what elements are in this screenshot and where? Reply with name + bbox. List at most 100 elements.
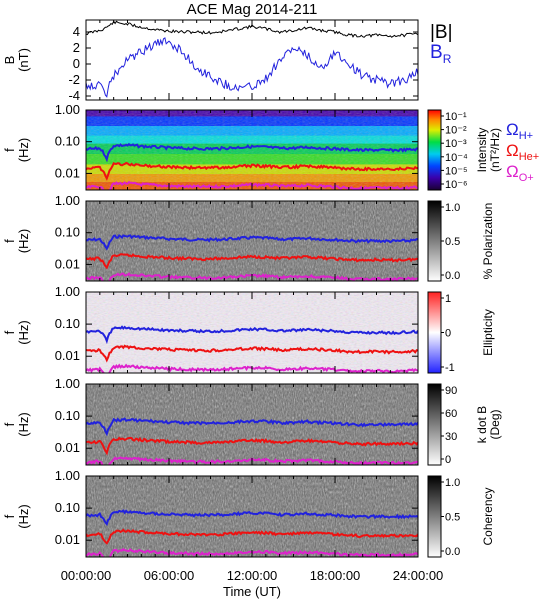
x-tick-label: 12:00:00 <box>227 568 278 583</box>
y-axis-units: (Hz) <box>16 229 31 254</box>
colorbar-tick-label: 10⁻² <box>445 125 467 137</box>
series-omega-h <box>86 509 418 526</box>
legend-omega-o: ΩO+ <box>506 162 534 184</box>
colorbar-tick-label: 10⁻⁵ <box>445 165 468 177</box>
y-axis-label: f <box>2 514 17 518</box>
colorbar-tick-label: 0.5 <box>445 512 460 524</box>
colorbar-units: (Deg) <box>488 409 502 439</box>
y-tick-label: 0.10 <box>55 408 80 423</box>
plot-frame <box>85 19 419 101</box>
x-axis-label: Time (UT) <box>223 584 281 599</box>
y-axis-label: f <box>2 422 17 426</box>
y-tick-label: 1.00 <box>55 468 80 483</box>
y-tick-label: 0.01 <box>55 532 80 547</box>
y-tick-label: 4 <box>73 24 80 39</box>
colorbar-tick-label: 0.5 <box>445 236 460 248</box>
series-omega-he <box>86 253 418 270</box>
spectrogram <box>86 292 418 373</box>
series-omega-he <box>86 344 418 363</box>
colorbar-tick-label: 10⁻¹ <box>445 111 467 123</box>
y-tick-label: 1.00 <box>55 284 80 299</box>
y-axis-label: f <box>2 148 17 152</box>
colorbar-tick-label: -1 <box>445 362 455 374</box>
spectrogram <box>86 476 418 557</box>
y-tick-label: 0.01 <box>55 256 80 271</box>
series-omega-h <box>86 234 418 251</box>
colorbar-tick-label: 10⁻⁴ <box>445 152 468 164</box>
series-omega-h <box>86 142 418 163</box>
colorbar <box>427 383 442 466</box>
colorbar-tick-label: 0.0 <box>445 270 460 282</box>
panel-ellipticity: f (Hz) 1.00 0.10 0.01 1 0 -1 Ellipticity <box>2 284 495 374</box>
colorbar-label: Ellipticity <box>481 309 495 356</box>
spectrogram <box>86 384 418 465</box>
panel-k-dot-b: f (Hz) 1.00 0.10 0.01 90 60 30 0 k dot B (Deg) <box>2 376 502 466</box>
series-omega-he <box>86 528 418 545</box>
series-omega-h <box>86 325 418 345</box>
colorbar-label: k dot B <box>475 406 489 443</box>
y-tick-label: 0.10 <box>55 225 80 240</box>
legend-br: BR <box>430 42 452 66</box>
colorbar-tick-label: 1 <box>445 293 451 305</box>
y-tick-label: 0.01 <box>55 440 80 455</box>
y-axis-label: f <box>2 330 17 334</box>
y-axis-units: (Hz) <box>16 320 31 345</box>
y-tick-label: 1.00 <box>55 376 80 391</box>
colorbar <box>427 200 442 282</box>
colorbar-units: (nT²/Hz) <box>488 128 502 172</box>
legend-omega-h: ΩH+ <box>506 120 533 142</box>
y-tick-label: 0.01 <box>55 348 80 363</box>
colorbar-tick-label: 60 <box>445 408 457 420</box>
colorbar-tick-label: 1.0 <box>445 202 460 214</box>
gyrofrequency-legend: ΩH+ ΩHe+ ΩO+ <box>506 120 539 184</box>
y-axis-units: (nT) <box>16 48 31 72</box>
y-axis-units: (Hz) <box>16 412 31 437</box>
colorbar <box>427 109 442 191</box>
y-tick-label: -2 <box>68 72 80 87</box>
colorbar-tick-label: 0 <box>445 454 451 466</box>
colorbar-tick-label: 90 <box>445 385 457 397</box>
panel-polarization: f (Hz) 1.00 0.10 0.01 1.0 0.5 0.0 % Polarization <box>2 193 495 282</box>
colorbar <box>427 291 442 374</box>
x-tick-label: 24:00:00 <box>393 568 444 583</box>
x-axis: 00:00:00 06:00:00 12:00:00 18:00:00 24:0… <box>61 568 444 599</box>
series-omega-h <box>86 417 418 437</box>
spectrogram <box>86 201 418 281</box>
y-axis-units: (Hz) <box>16 138 31 163</box>
colorbar-label: Intensity <box>475 128 489 173</box>
x-tick-label: 18:00:00 <box>310 568 361 583</box>
series-br <box>85 37 419 98</box>
y-tick-label: 0.10 <box>55 134 80 149</box>
panel-coherency: f (Hz) 1.00 0.10 0.01 1.0 0.5 0.0 Coherency <box>2 468 495 558</box>
panel-b-field: B (nT) 420-2-4 <box>2 19 419 103</box>
series-omega-he <box>86 436 418 456</box>
y-axis-label: f <box>2 239 17 243</box>
x-tick-label: 00:00:00 <box>61 568 112 583</box>
colorbar-tick-label: 30 <box>445 431 457 443</box>
y-tick-label: 1.00 <box>55 193 80 208</box>
series-omega-he <box>86 161 418 181</box>
x-tick-label: 06:00:00 <box>144 568 195 583</box>
y-axis-units: (Hz) <box>16 504 31 529</box>
colorbar-tick-label: 1.0 <box>445 477 460 489</box>
y-tick-label: 1.00 <box>55 102 80 117</box>
y-axis-label: B <box>2 56 17 65</box>
panel-intensity: f (Hz) 1.00 0.10 0.01 10⁻¹ 10⁻²10⁻³ 10⁻⁴10⁻⁵ 10⁻… <box>2 102 502 191</box>
y-tick-label: 0.10 <box>55 316 80 331</box>
colorbar-tick-label: 10⁻³ <box>445 138 467 150</box>
colorbar-label: Coherency <box>481 487 495 545</box>
chart-title: ACE Mag 2014-211 <box>187 1 318 18</box>
colorbar-tick-label: 0 <box>445 328 451 340</box>
y-tick-label: 0 <box>73 56 80 71</box>
colorbar-label: % Polarization <box>481 203 495 280</box>
y-tick-label: 2 <box>73 40 80 55</box>
colorbar-tick-label: 0.0 <box>445 546 460 558</box>
y-tick-label: -4 <box>68 88 80 103</box>
b-legend: |B| BR <box>430 22 453 66</box>
y-tick-label: 0.01 <box>55 165 80 180</box>
legend-omega-he: ΩHe+ <box>506 141 539 163</box>
colorbar <box>427 475 442 558</box>
colorbar-tick-label: 10⁻⁶ <box>445 179 468 191</box>
y-tick-label: 0.10 <box>55 500 80 515</box>
